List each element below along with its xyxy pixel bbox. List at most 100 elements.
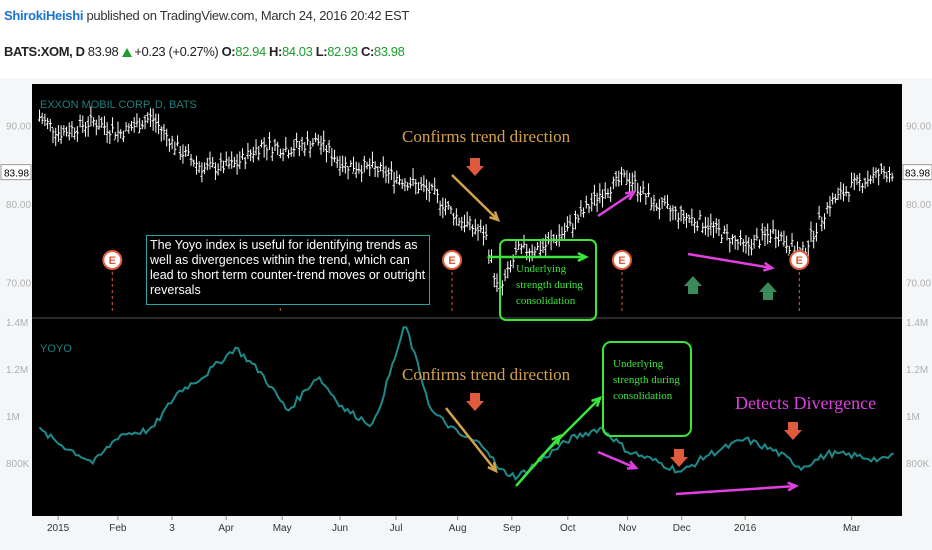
price-bar [368, 158, 372, 177]
price-bar [376, 166, 380, 178]
yoyo-magenta-arrow-shaft [597, 450, 637, 470]
author-link[interactable]: ShirokiHeishi [4, 8, 84, 23]
price-bar [682, 209, 686, 224]
price-bar [492, 272, 496, 288]
yoyo-pane: YOYO [38, 326, 895, 481]
yoyo-strength-text: Underlying strength during consolidation [613, 358, 680, 402]
x-tick-label: Aug [449, 523, 467, 534]
price-bar [787, 245, 791, 256]
price-bar [257, 146, 261, 161]
yoyo-description-box: The Yoyo index is useful for identifying… [146, 235, 430, 305]
price-bar [238, 151, 242, 169]
price-bar [379, 162, 383, 172]
price-bar [62, 125, 66, 136]
price-bar [471, 224, 475, 237]
price-bar [213, 162, 217, 180]
price-bar [216, 163, 220, 176]
price-bar [100, 117, 104, 128]
price-bar [146, 112, 150, 124]
price-bar [747, 237, 751, 256]
price-strength-line: Underlying [516, 263, 567, 275]
price-green-up-marker-2-icon [759, 282, 777, 300]
price-bar [598, 183, 602, 204]
price-bar [538, 239, 542, 258]
high-value: 84.03 [281, 44, 313, 59]
price-bar [587, 203, 591, 214]
price-magenta-divergence-line-head [763, 261, 775, 272]
price-bar [276, 141, 280, 156]
price-strength-line: consolidation [516, 295, 576, 307]
x-tick-label: Jun [332, 523, 348, 534]
price-bar [625, 170, 629, 186]
price-bar [573, 210, 577, 230]
price-bar [333, 149, 337, 163]
price-pane-title: EXXON MOBIL CORP, D, BATS [40, 99, 197, 111]
price-bar [265, 144, 269, 161]
chart-canvas[interactable]: EXXON MOBIL CORP, D, BATSEEEEE YOYO 70.0… [0, 78, 932, 550]
price-bar [48, 119, 52, 132]
price-bar [563, 222, 567, 240]
price-ytick-label-right: 90.00 [906, 121, 931, 132]
price-bar [338, 155, 342, 176]
price-bar [305, 131, 309, 146]
earnings-marker-label: E [618, 255, 625, 267]
price-bar [785, 235, 789, 254]
price-bar [327, 140, 331, 154]
x-tick-label: Nov [619, 523, 637, 534]
symbol-label[interactable]: BATS:XOM, D [4, 44, 85, 59]
price-bar [381, 156, 385, 178]
price-bar [119, 129, 123, 139]
price-bar [500, 280, 504, 296]
price-bar [814, 222, 818, 242]
open-value: 82.94 [235, 44, 266, 59]
price-bar [208, 151, 212, 170]
price-bar [173, 141, 177, 156]
price-ytick-label-right: 70.00 [906, 279, 931, 290]
price-bar [614, 170, 618, 187]
price-bar [102, 116, 106, 136]
price-bar [744, 235, 748, 254]
price-bar [698, 210, 702, 220]
price-bar [579, 200, 583, 217]
price-bar [97, 115, 101, 130]
price-bar [695, 220, 699, 232]
price-bar [140, 120, 144, 130]
price-bar [441, 197, 445, 219]
price-bar [400, 178, 404, 190]
yoyo-magenta-arrow [597, 450, 639, 470]
price-bar [81, 115, 85, 133]
price-bar [176, 135, 180, 147]
price-bar [601, 189, 605, 208]
price-bar [205, 157, 209, 171]
price-bar [251, 146, 255, 163]
last-price-tag-left-text: 83.98 [4, 169, 29, 180]
price-strength-line: strength during [516, 279, 583, 291]
price-bar [259, 139, 263, 148]
price-bar [387, 167, 391, 184]
price-bar [148, 108, 152, 127]
price-bar [357, 162, 361, 174]
yoyo-strength-box [602, 341, 692, 437]
last-price-tag-left [0, 164, 32, 181]
price-bar [268, 132, 272, 150]
price-bar [495, 273, 499, 293]
price-bar [536, 242, 540, 250]
yoyo-ytick-label-left: 1M [6, 412, 20, 423]
price-bar [430, 183, 434, 191]
price-bar [230, 151, 234, 169]
ohlc-line: BATS:XOM, D 83.98 +0.23 (+0.27%) O:82.94 … [4, 44, 405, 59]
x-tick-label: Jul [390, 523, 403, 534]
price-bar [506, 261, 510, 279]
price-bar [132, 117, 136, 133]
price-bar [124, 122, 128, 132]
price-bar [135, 113, 139, 128]
price-bar [576, 214, 580, 223]
price-bar [165, 128, 169, 147]
price-bar [408, 177, 412, 189]
price-bar [712, 221, 716, 238]
price-bar [509, 260, 512, 273]
price-bar [389, 161, 393, 181]
annotations: Confirms trend direction Underlying streng… [402, 127, 876, 496]
x-tick-label: 2016 [734, 523, 757, 534]
price-bar [647, 183, 651, 198]
